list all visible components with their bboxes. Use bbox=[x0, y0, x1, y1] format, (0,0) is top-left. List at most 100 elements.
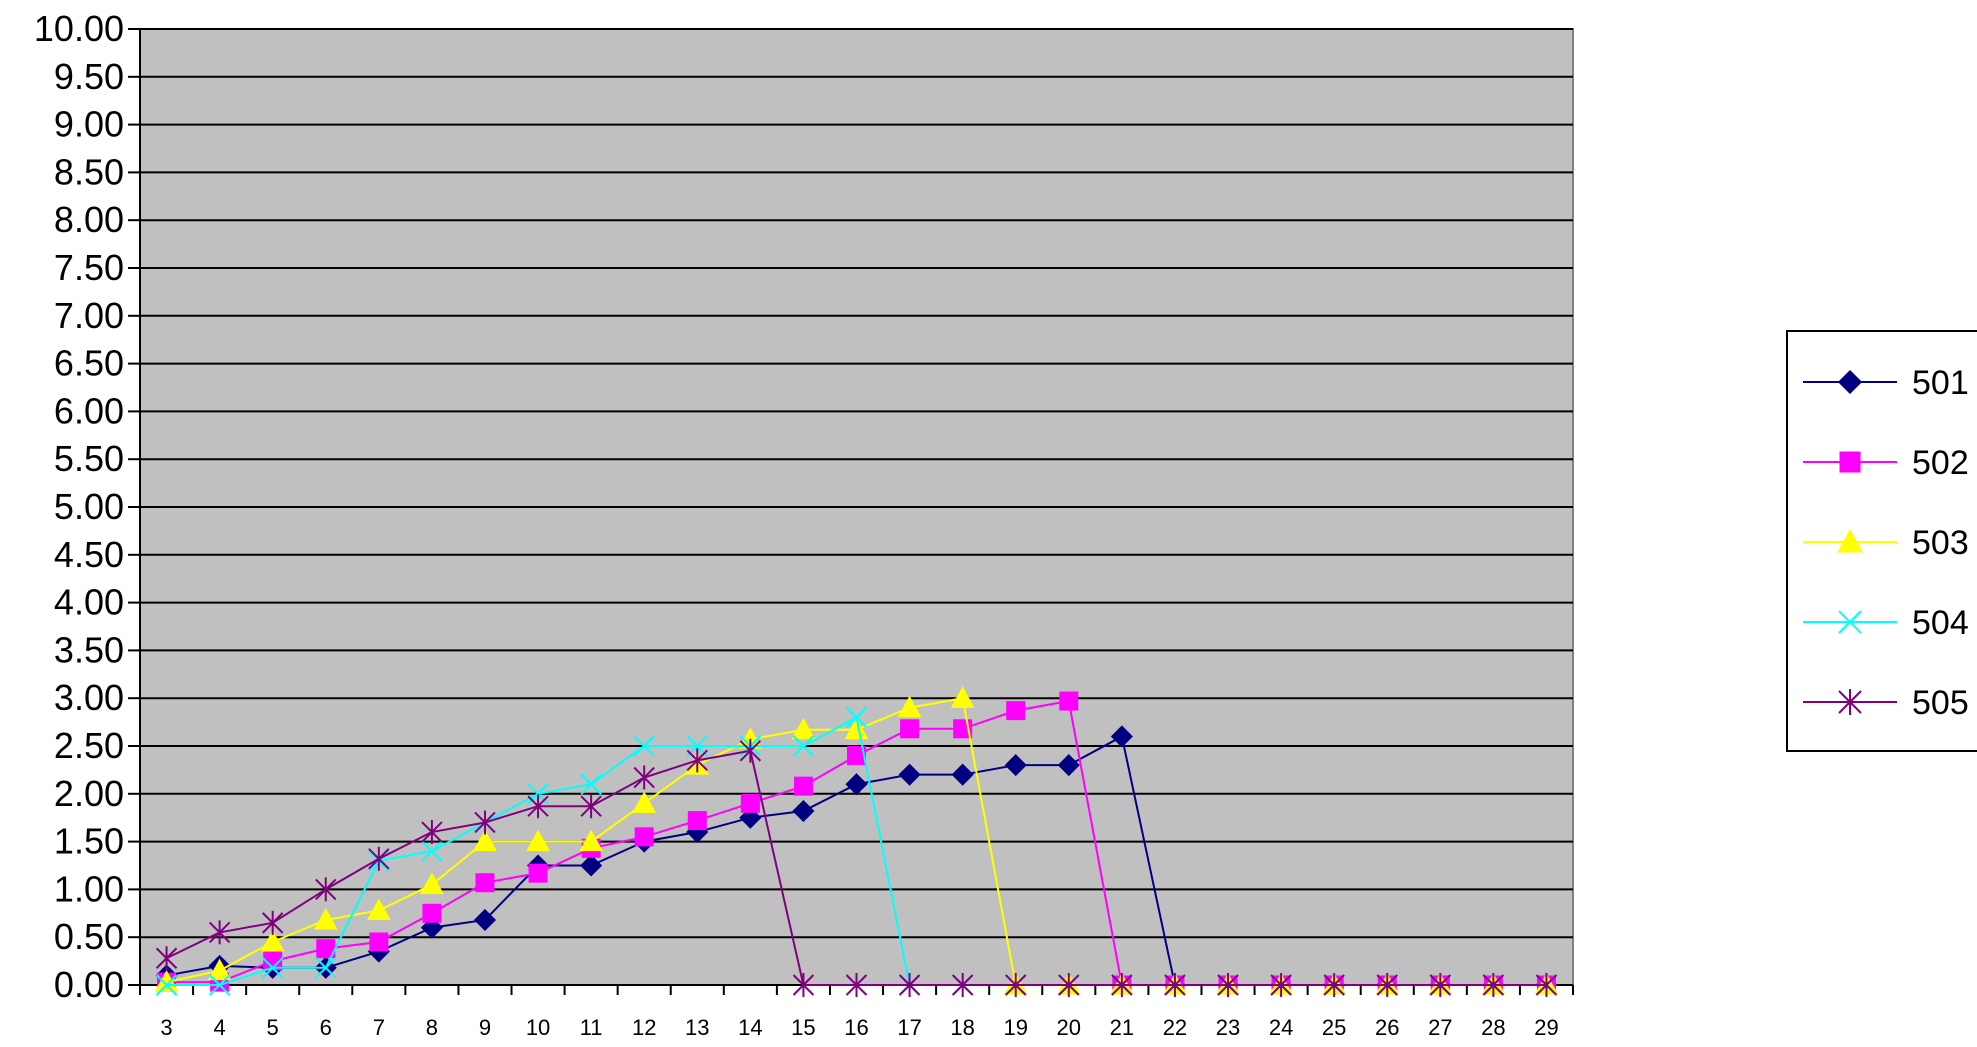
data-point bbox=[369, 932, 389, 952]
data-point bbox=[261, 957, 284, 979]
data-point bbox=[421, 840, 443, 862]
data-point bbox=[474, 810, 496, 835]
data-point bbox=[1005, 973, 1027, 997]
data-point bbox=[1839, 451, 1861, 473]
data-point bbox=[580, 854, 603, 877]
data-point bbox=[155, 946, 178, 971]
x-tick-label: 20 bbox=[1057, 1015, 1081, 1040]
x-axis: 3 4 5 6 7 8 9 10 11 12 13 14 15 16 17 18 19 20 21 22 23 24 25 2… bbox=[139, 984, 1574, 1040]
data-point bbox=[422, 903, 442, 923]
data-point bbox=[791, 717, 816, 740]
data-point bbox=[1058, 973, 1080, 997]
data-point bbox=[208, 920, 231, 945]
data-point bbox=[315, 877, 337, 902]
y-tick-label: 4.50 bbox=[54, 534, 124, 575]
x-tick-label: 26 bbox=[1375, 1015, 1399, 1040]
legend-label: 504 bbox=[1912, 604, 1969, 642]
x-tick-label: 12 bbox=[632, 1015, 656, 1040]
data-point bbox=[951, 973, 974, 997]
x-tick-label: 7 bbox=[373, 1015, 385, 1040]
x-tick-label: 15 bbox=[791, 1015, 815, 1040]
data-point bbox=[1482, 973, 1505, 997]
y-tick-label: 0.50 bbox=[54, 916, 124, 957]
data-point bbox=[366, 898, 391, 920]
y-tick-label: 6.50 bbox=[54, 343, 124, 384]
x-tick-label: 19 bbox=[1003, 1015, 1027, 1040]
y-tick-label: 2.50 bbox=[54, 725, 124, 766]
data-point bbox=[579, 829, 603, 852]
data-point bbox=[633, 765, 655, 790]
y-tick-label: 3.00 bbox=[54, 677, 124, 718]
y-tick-label: 1.00 bbox=[54, 868, 124, 909]
data-point bbox=[263, 951, 283, 971]
x-tick-label: 8 bbox=[426, 1015, 438, 1040]
data-point bbox=[261, 910, 284, 935]
x-tick-label: 5 bbox=[267, 1015, 279, 1040]
x-tick-label: 17 bbox=[897, 1015, 921, 1040]
data-point bbox=[1376, 973, 1398, 997]
data-point bbox=[900, 719, 920, 739]
data-point bbox=[1057, 754, 1080, 777]
data-point bbox=[634, 827, 654, 847]
data-point bbox=[207, 958, 232, 981]
data-point bbox=[1164, 973, 1186, 997]
x-tick-label: 28 bbox=[1481, 1015, 1505, 1040]
y-tick-label: 1.50 bbox=[54, 821, 124, 862]
x-tick-label: 6 bbox=[320, 1015, 332, 1040]
x-tick-label: 10 bbox=[526, 1015, 550, 1040]
y-tick-label: 8.00 bbox=[54, 199, 124, 240]
data-point bbox=[315, 957, 337, 979]
x-tick-label: 4 bbox=[213, 1015, 225, 1040]
data-point bbox=[847, 746, 866, 766]
data-point bbox=[473, 829, 497, 852]
x-tick-label: 29 bbox=[1534, 1015, 1558, 1040]
y-tick-label: 4.00 bbox=[54, 582, 124, 623]
y-tick-label: 0.00 bbox=[54, 964, 124, 1005]
data-point bbox=[950, 686, 975, 708]
x-tick-label: 18 bbox=[950, 1015, 974, 1040]
data-point bbox=[1217, 973, 1239, 997]
data-point bbox=[580, 773, 602, 795]
legend-label: 501 bbox=[1912, 364, 1969, 402]
legend-item: 501 bbox=[1803, 364, 1969, 402]
x-tick-label: 3 bbox=[160, 1015, 172, 1040]
data-point bbox=[1006, 701, 1026, 721]
legend-item: 504 bbox=[1803, 604, 1969, 642]
x-tick-label: 9 bbox=[479, 1015, 491, 1040]
data-point bbox=[633, 735, 655, 757]
y-tick-label: 5.00 bbox=[54, 486, 124, 527]
data-point bbox=[154, 970, 179, 992]
x-tick-label: 24 bbox=[1269, 1015, 1293, 1040]
y-tick-label: 8.50 bbox=[54, 151, 124, 192]
data-point bbox=[792, 973, 815, 997]
x-tick-label: 22 bbox=[1163, 1015, 1187, 1040]
data-point bbox=[632, 791, 657, 813]
data-point bbox=[421, 820, 443, 845]
data-point bbox=[898, 763, 921, 786]
data-point bbox=[739, 738, 762, 763]
x-tick-label: 21 bbox=[1110, 1015, 1134, 1040]
data-point bbox=[1270, 973, 1292, 997]
data-point bbox=[845, 773, 868, 796]
x-tick-label: 16 bbox=[844, 1015, 868, 1040]
y-tick-label: 3.50 bbox=[54, 629, 124, 670]
y-axis: 0.00 0.50 1.00 1.50 2.00 2.50 3.00 3.50 4.00 4.50… bbox=[34, 8, 141, 1005]
series-505 bbox=[155, 738, 1558, 997]
data-point bbox=[368, 846, 390, 871]
data-point bbox=[792, 799, 815, 823]
data-point bbox=[686, 748, 708, 773]
legend-item: 503 bbox=[1803, 524, 1969, 562]
data-point bbox=[313, 907, 338, 930]
data-point bbox=[844, 717, 869, 740]
data-point bbox=[845, 973, 868, 997]
y-tick-label: 7.50 bbox=[54, 247, 124, 288]
data-point bbox=[527, 794, 549, 819]
data-point bbox=[1837, 528, 1863, 553]
data-point bbox=[1111, 973, 1133, 997]
gridlines bbox=[140, 28, 1573, 986]
data-point bbox=[793, 776, 813, 796]
x-tick-label: 13 bbox=[685, 1015, 709, 1040]
data-point bbox=[1837, 369, 1863, 395]
data-point bbox=[1110, 725, 1133, 748]
